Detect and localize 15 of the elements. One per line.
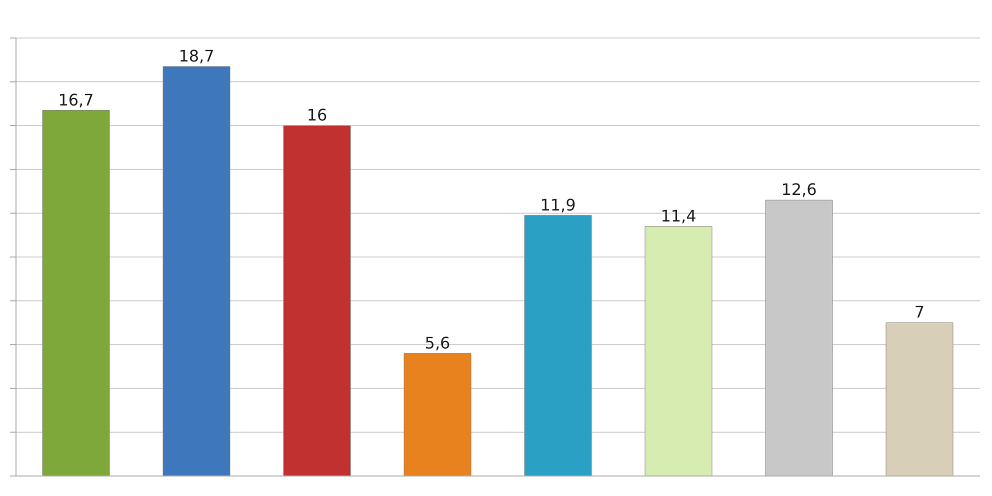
data-label: 11,9 [540, 195, 576, 214]
bar [42, 110, 110, 476]
data-label: 11,4 [660, 206, 696, 226]
data-label: 18,7 [178, 46, 214, 66]
bar [644, 226, 712, 476]
data-label: 12,6 [781, 180, 817, 200]
data-label: 7 [914, 302, 925, 322]
bar [283, 125, 351, 476]
bar [162, 66, 230, 476]
data-label: 5,6 [424, 333, 450, 352]
bar [524, 215, 592, 476]
data-label: 16 [306, 106, 328, 125]
bar [886, 322, 954, 476]
data-label: 16,7 [58, 90, 94, 110]
bar [404, 353, 472, 476]
